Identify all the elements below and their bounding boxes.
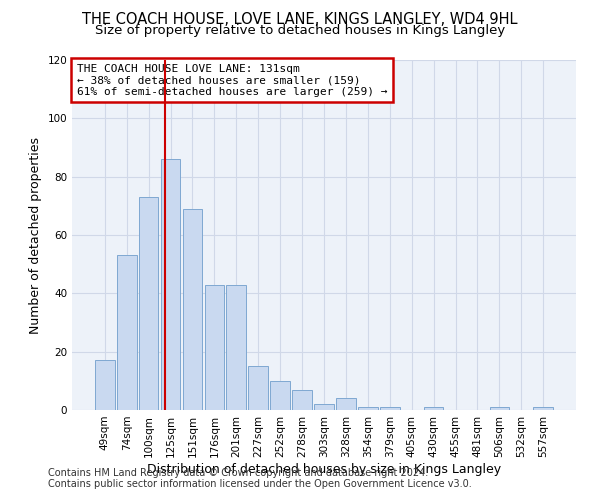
Bar xyxy=(533,407,553,410)
Bar xyxy=(161,159,181,410)
Bar xyxy=(270,381,290,410)
Bar xyxy=(139,197,158,410)
Text: THE COACH HOUSE LOVE LANE: 131sqm
← 38% of detached houses are smaller (159)
61%: THE COACH HOUSE LOVE LANE: 131sqm ← 38% … xyxy=(77,64,388,96)
X-axis label: Distribution of detached houses by size in Kings Langley: Distribution of detached houses by size … xyxy=(147,462,501,475)
Bar xyxy=(248,366,268,410)
Text: Contains HM Land Registry data © Crown copyright and database right 2024.: Contains HM Land Registry data © Crown c… xyxy=(48,468,428,477)
Bar xyxy=(380,407,400,410)
Bar xyxy=(424,407,443,410)
Text: Size of property relative to detached houses in Kings Langley: Size of property relative to detached ho… xyxy=(95,24,505,37)
Bar xyxy=(336,398,356,410)
Text: Contains public sector information licensed under the Open Government Licence v3: Contains public sector information licen… xyxy=(48,479,472,489)
Text: THE COACH HOUSE, LOVE LANE, KINGS LANGLEY, WD4 9HL: THE COACH HOUSE, LOVE LANE, KINGS LANGLE… xyxy=(82,12,518,28)
Bar xyxy=(226,284,246,410)
Y-axis label: Number of detached properties: Number of detached properties xyxy=(29,136,42,334)
Bar xyxy=(292,390,312,410)
Bar xyxy=(314,404,334,410)
Bar xyxy=(358,407,378,410)
Bar xyxy=(95,360,115,410)
Bar xyxy=(117,256,137,410)
Bar xyxy=(182,209,202,410)
Bar xyxy=(205,284,224,410)
Bar xyxy=(490,407,509,410)
